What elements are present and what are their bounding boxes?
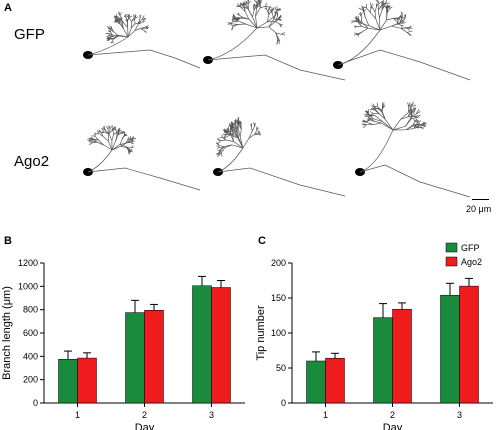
bar-gfp-day-1: [306, 360, 326, 404]
neuron-6: [355, 101, 471, 198]
y-tick-label: 1200: [18, 258, 38, 268]
x-tick-label: 3: [457, 410, 462, 420]
bar-ago2-day-1: [325, 357, 345, 404]
ago2-row-label: Ago2: [14, 153, 50, 170]
x-tick-label: 1: [323, 410, 328, 420]
y-tick-label: 50: [276, 363, 286, 373]
x-tick-label: 2: [142, 410, 147, 420]
panel-a-letter: A: [4, 2, 12, 14]
neuron-axon: [207, 54, 346, 81]
y-tick-label: 400: [23, 351, 38, 361]
neuron-axon: [217, 167, 346, 197]
x-tick-label: 3: [209, 410, 214, 420]
neuron-3: [333, 0, 471, 81]
neuron-axon: [337, 49, 471, 81]
legend-swatch-gfp: [445, 242, 458, 253]
bar-ago2-day-1: [77, 357, 97, 404]
x-axis-label: Day: [135, 422, 155, 430]
y-axis-label: Tip number: [255, 305, 267, 361]
y-tick-label: 200: [271, 258, 286, 268]
gfp-row-label: GFP: [14, 26, 45, 43]
branch-length-chart: 0 200 400 600 800 1000 1200 Branch length (μm) 1…: [1, 258, 245, 430]
neuron-2: [203, 0, 346, 81]
y-tick-label: 1000: [18, 281, 38, 291]
bar-gfp-day-3: [192, 285, 212, 404]
legend-label-ago2: Ago2: [461, 257, 482, 267]
neuron-4: [83, 125, 201, 191]
x-tick-label: 1: [75, 410, 80, 420]
panel-c-letter: C: [258, 235, 266, 247]
y-tick-label: 100: [271, 328, 286, 338]
y-tick-label: 600: [23, 328, 38, 338]
tip-number-chart: 0 50 100 150 200 Tip number 1 2 3 Day GFP Ago2: [255, 242, 493, 430]
bar-ago2-day-3: [211, 287, 231, 404]
bar-ago2-day-2: [392, 308, 412, 404]
scale-bar: [472, 199, 489, 200]
neuron-axon: [359, 164, 471, 198]
neuron-images: [83, 0, 471, 198]
neuron-1: [83, 11, 201, 69]
bar-gfp-day-2: [373, 317, 393, 404]
scale-bar-label: 20 μm: [466, 204, 492, 214]
x-axis-label: Day: [383, 422, 403, 430]
legend-swatch-ago2: [445, 256, 458, 267]
bar-ago2-day-2: [144, 310, 164, 404]
panel-b-letter: B: [4, 235, 12, 247]
neuron-5: [213, 116, 346, 197]
bar-gfp-day-2: [125, 312, 145, 404]
y-tick-label: 0: [33, 398, 38, 408]
y-tick-label: 800: [23, 305, 38, 315]
y-tick-label: 0: [281, 398, 286, 408]
neuron-axon: [87, 167, 201, 191]
bar-ago2-day-3: [459, 285, 479, 404]
bar-gfp-day-3: [440, 294, 460, 404]
x-tick-label: 2: [390, 410, 395, 420]
y-tick-label: 150: [271, 293, 286, 303]
y-tick-label: 200: [23, 375, 38, 385]
bar-gfp-day-1: [58, 359, 78, 404]
neuron-axon: [87, 49, 201, 69]
y-axis-label: Branch length (μm): [1, 286, 13, 380]
legend-label-gfp: GFP: [461, 243, 480, 253]
